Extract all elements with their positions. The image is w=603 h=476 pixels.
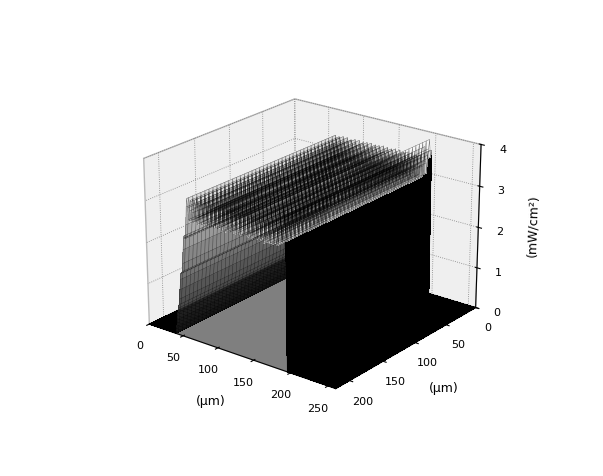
X-axis label: (μm): (μm) bbox=[196, 394, 226, 407]
Y-axis label: (μm): (μm) bbox=[429, 381, 459, 394]
